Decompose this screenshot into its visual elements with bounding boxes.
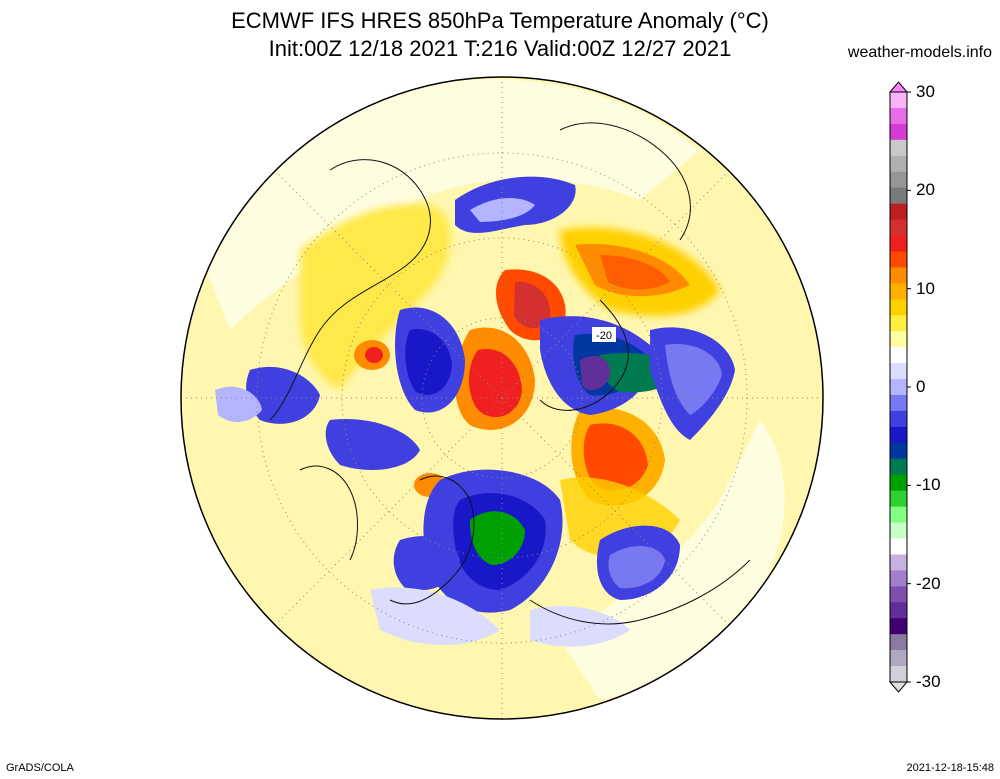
- colorbar-swatch: [890, 251, 907, 268]
- colorbar-swatch: [890, 426, 907, 444]
- contour-label: -20: [592, 327, 616, 342]
- colorbar-tick-label: 20: [916, 180, 935, 200]
- colorbar-tick-label: -30: [916, 672, 941, 691]
- graticule: [181, 77, 823, 719]
- footer-timestamp: 2021-12-18-15:48: [906, 762, 994, 774]
- contour-label-text: -20: [596, 330, 612, 342]
- chart-subtitle: Init:00Z 12/18 2021 T:216 Valid:00Z 12/2…: [268, 36, 732, 61]
- colorbar-swatch: [890, 299, 907, 316]
- colorbar-swatch: [890, 618, 907, 635]
- colorbar-min-arrow: [888, 681, 909, 693]
- colorbar-swatch: [890, 379, 907, 396]
- colorbar-swatch: [890, 442, 907, 460]
- colorbar-tick-label: 0: [916, 377, 926, 396]
- colorbar-tick-label: -20: [916, 573, 941, 593]
- colorbar-swatch: [890, 650, 907, 667]
- colorbar-swatch: [890, 155, 907, 173]
- colorbar-swatch: [890, 171, 907, 189]
- colorbar-max-arrow: [888, 81, 909, 93]
- colorbar-swatch: [890, 554, 907, 571]
- colorbar-swatch: [890, 235, 907, 252]
- colorbar-swatch: [890, 123, 907, 141]
- colorbar-swatch: [890, 522, 907, 539]
- colorbar-swatch: [890, 634, 907, 651]
- colorbar-swatch: [890, 203, 907, 221]
- colorbar-swatch: [890, 410, 907, 428]
- colorbar-swatch: [890, 602, 907, 619]
- map-boundary: [180, 76, 824, 720]
- colorbar-swatch: [890, 283, 907, 300]
- colorbar-swatch: [890, 139, 907, 157]
- anomaly-field: [190, 79, 785, 700]
- colorbar-tick-label: -10: [916, 475, 941, 495]
- colorbar-swatch: [890, 315, 907, 332]
- colorbar-swatch: [890, 506, 907, 524]
- footer-credit: GrADS/COLA: [6, 762, 74, 774]
- colorbar-tick-label: 30: [916, 82, 935, 101]
- colorbar-swatch: [890, 92, 907, 109]
- site-credit: weather-models.info: [847, 44, 992, 61]
- colorbar-swatch: [890, 490, 907, 508]
- colorbar-swatch: [890, 570, 907, 587]
- colorbar-swatch: [890, 107, 907, 125]
- colorbar-swatch: [890, 474, 907, 492]
- chart-title: ECMWF IFS HRES 850hPa Temperature Anomal…: [231, 8, 769, 33]
- coastlines: [269, 122, 751, 625]
- colorbar-swatch: [890, 347, 907, 364]
- colorbar-swatch: [890, 331, 907, 348]
- colorbar-swatch: [890, 363, 907, 380]
- colorbar-swatch: [890, 538, 907, 555]
- colorbar-swatch: [890, 586, 907, 603]
- colorbar-swatch: [890, 267, 907, 284]
- colorbar-tick-label: 10: [916, 278, 935, 298]
- colorbar-swatch: [890, 187, 907, 205]
- colorbar-swatch: [890, 394, 907, 412]
- colorbar-swatch: [890, 219, 907, 237]
- colorbar-swatch: [890, 458, 907, 476]
- colorbar-swatch: [890, 666, 907, 683]
